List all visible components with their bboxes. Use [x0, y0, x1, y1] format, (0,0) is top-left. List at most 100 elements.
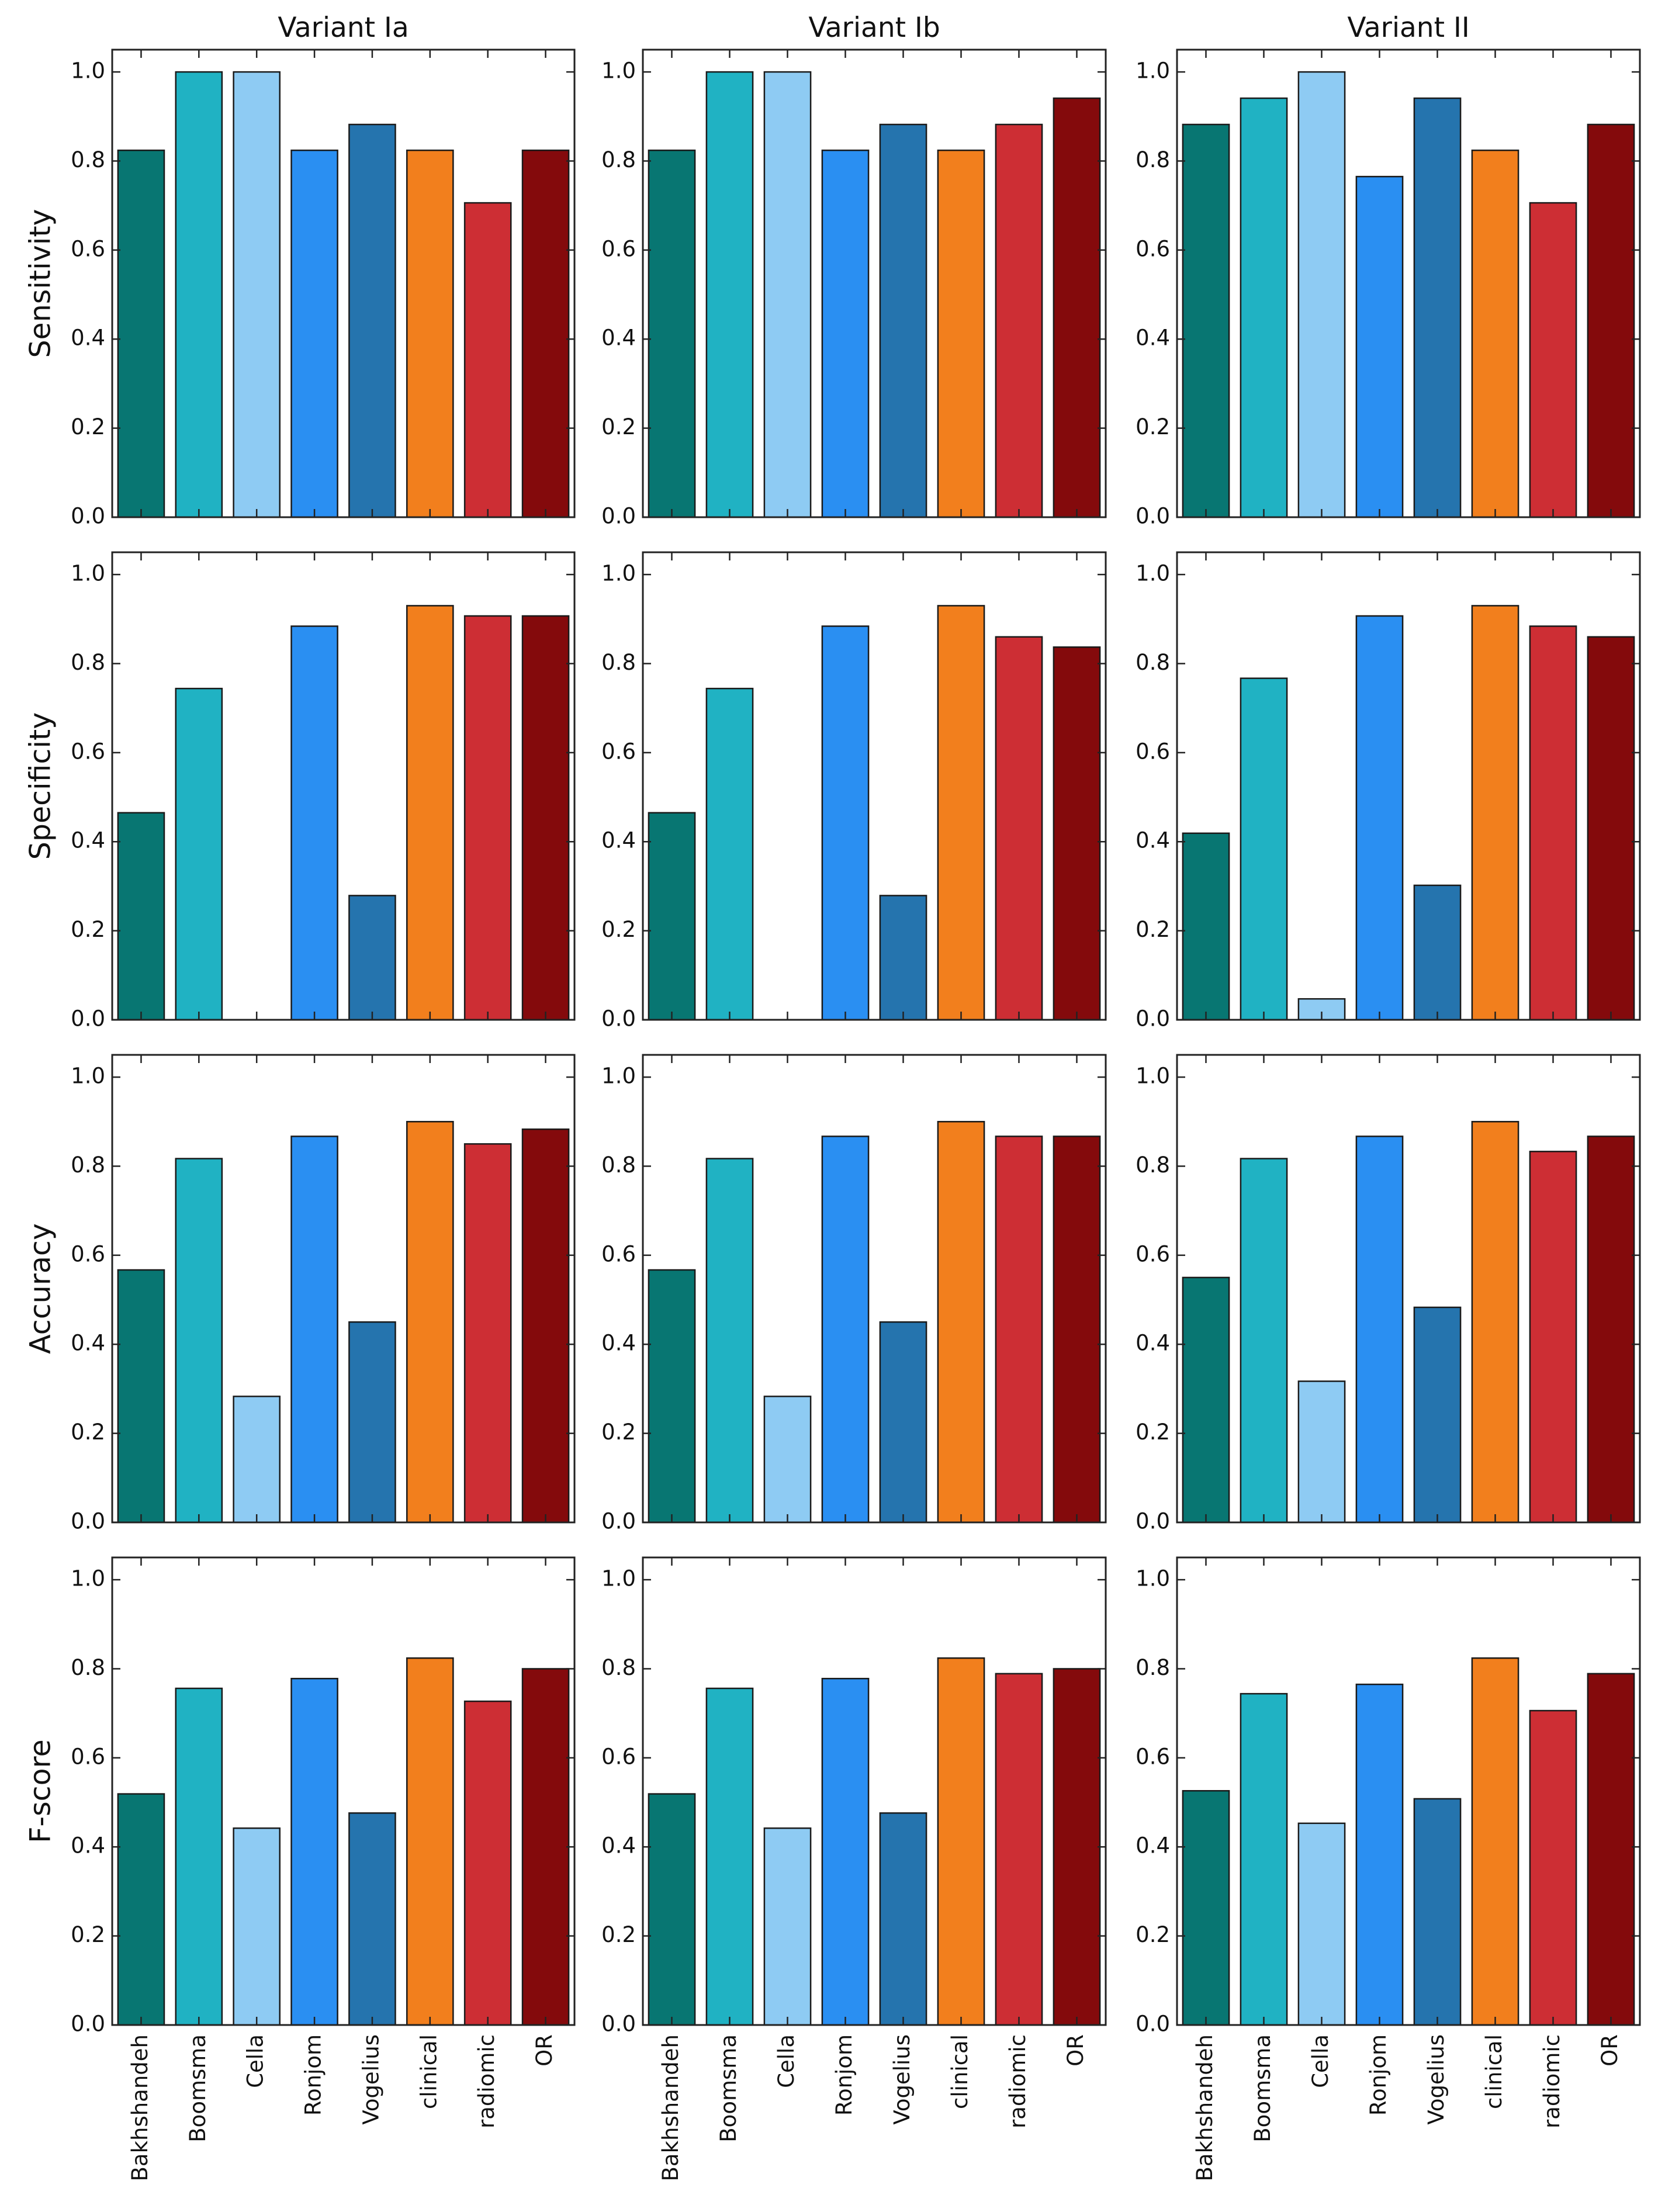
y-tick-label: 0.0 — [601, 1509, 636, 1534]
bar-sensitivity-variant-ii-vogelius — [1413, 97, 1462, 518]
bar-specificity-variant-ii-vogelius — [1413, 884, 1462, 1021]
bar-sensitivity-variant-ii-or — [1587, 123, 1635, 518]
panel-specificity-variant-ia: 0.0 0.2 0.4 0.6 0.8 1.0 — [71, 551, 576, 1031]
y-tick-label: 0.8 — [1136, 1152, 1170, 1178]
bar-f-score-variant-ia-vogelius — [348, 1812, 396, 2026]
x-tick-label-clinical: clinical — [947, 2034, 972, 2109]
bar-accuracy-variant-ib-bakhshandeh — [648, 1269, 696, 1524]
x-tick-label-or: OR — [1063, 2034, 1088, 2066]
axes-frame — [642, 1556, 1107, 2026]
axes-frame — [642, 1054, 1107, 1524]
y-tick-label: 0.8 — [601, 147, 636, 172]
axes-frame — [111, 1054, 576, 1524]
bar-accuracy-variant-ia-bakhshandeh — [117, 1269, 165, 1524]
y-tick-label: 0.8 — [1136, 147, 1170, 172]
x-tick-label-clinical: clinical — [416, 2034, 441, 2109]
x-tick-label-ronjom: Ronjom — [832, 2034, 857, 2116]
panel-sensitivity-variant-ia: Variant Ia 0.0 0.2 0.4 0.6 0.8 1.0 — [71, 12, 576, 529]
y-tick-label: 1.0 — [1136, 58, 1170, 84]
y-tick-label: 0.8 — [601, 650, 636, 675]
y-tick-label: 0.2 — [71, 917, 105, 942]
axes-frame — [1176, 1054, 1641, 1524]
bar-accuracy-variant-ib-cella — [763, 1396, 812, 1524]
x-tick-label-radiomic: radiomic — [1539, 2034, 1564, 2128]
y-tick-label: 0.8 — [601, 1655, 636, 1680]
y-tick-label: 0.8 — [1136, 650, 1170, 675]
bar-f-score-variant-ii-clinical — [1471, 1657, 1519, 2026]
bar-specificity-variant-ia-or — [521, 615, 570, 1021]
bar-sensitivity-variant-ia-clinical — [406, 149, 454, 518]
y-tick-label: 0.4 — [601, 1331, 636, 1356]
bar-f-score-variant-ii-boomsma — [1240, 1692, 1288, 2026]
x-tick-label-boomsma: Boomsma — [185, 2034, 210, 2142]
y-tick-label: 0.2 — [601, 414, 636, 439]
row-label-accuracy: Accuracy — [24, 1223, 57, 1354]
y-tick-label: 0.0 — [1136, 1006, 1170, 1031]
bar-sensitivity-variant-ia-boomsma — [175, 71, 223, 518]
bar-sensitivity-variant-ib-radiomic — [995, 123, 1043, 518]
y-tick-label: 1.0 — [71, 1566, 105, 1591]
x-tick-label-or: OR — [532, 2034, 557, 2066]
x-tick-label-vogelius: Vogelius — [889, 2034, 915, 2125]
y-tick-label: 0.6 — [71, 1241, 105, 1266]
y-tick-label: 0.4 — [601, 828, 636, 853]
bar-sensitivity-variant-ia-radiomic — [463, 202, 512, 518]
x-tick-label-vogelius: Vogelius — [358, 2034, 383, 2125]
bar-accuracy-variant-ii-boomsma — [1240, 1158, 1288, 1524]
y-tick-label: 0.2 — [601, 1420, 636, 1445]
bar-sensitivity-variant-ii-boomsma — [1240, 97, 1288, 518]
y-tick-label: 0.6 — [601, 1241, 636, 1266]
y-tick-label: 0.8 — [601, 1152, 636, 1178]
axes-frame — [642, 551, 1107, 1021]
bar-accuracy-variant-ia-ronjom — [290, 1136, 338, 1524]
y-tick-label: 1.0 — [601, 58, 636, 84]
bar-sensitivity-variant-ib-vogelius — [879, 123, 927, 518]
bar-specificity-variant-ii-bakhshandeh — [1182, 832, 1230, 1021]
y-tick-label: 0.4 — [1136, 326, 1170, 351]
bar-specificity-variant-ib-boomsma — [705, 687, 754, 1021]
column-title-variant-ia: Variant Ia — [278, 12, 409, 44]
bar-accuracy-variant-ii-or — [1587, 1136, 1635, 1524]
bar-f-score-variant-ib-ronjom — [821, 1677, 870, 2026]
column-title-variant-ii: Variant II — [1347, 12, 1469, 44]
y-tick-label: 0.2 — [1136, 1922, 1170, 1947]
y-tick-label: 0.6 — [1136, 236, 1170, 261]
y-tick-label: 0.6 — [601, 739, 636, 764]
row-label-sensitivity: Sensitivity — [24, 209, 57, 358]
axes-frame — [1176, 551, 1641, 1021]
axes-frame — [111, 1556, 576, 2026]
y-tick-label: 0.4 — [71, 1331, 105, 1356]
bar-accuracy-variant-ia-or — [521, 1128, 570, 1524]
bar-specificity-variant-ii-radiomic — [1529, 625, 1577, 1021]
bar-specificity-variant-ia-bakhshandeh — [117, 812, 165, 1021]
y-tick-label: 0.6 — [1136, 1744, 1170, 1769]
y-tick-label: 0.0 — [601, 1006, 636, 1031]
bar-f-score-variant-ib-clinical — [937, 1657, 985, 2026]
y-tick-label: 0.6 — [71, 1744, 105, 1769]
panel-f-score-variant-ia: 0.0 0.2 0.4 0.6 0.8 1.0 Bakhshandeh Boomsma Cell… — [71, 1556, 576, 2181]
bar-specificity-variant-ia-boomsma — [175, 687, 223, 1021]
bar-specificity-variant-ib-radiomic — [995, 636, 1043, 1021]
y-tick-label: 0.4 — [71, 828, 105, 853]
bar-f-score-variant-ia-cella — [233, 1827, 281, 2026]
panel-sensitivity-variant-ib: Variant Ib 0.0 0.2 0.4 0.6 0.8 1.0 — [601, 12, 1107, 529]
x-tick-label-ronjom: Ronjom — [1366, 2034, 1391, 2116]
x-tick-label-bakhshandeh: Bakhshandeh — [1192, 2034, 1217, 2181]
bar-f-score-variant-ib-radiomic — [995, 1673, 1043, 2026]
bar-accuracy-variant-ib-radiomic — [995, 1136, 1043, 1524]
panel-accuracy-variant-ii: 0.0 0.2 0.4 0.6 0.8 1.0 — [1136, 1054, 1641, 1534]
bar-specificity-variant-ia-clinical — [406, 605, 454, 1021]
y-tick-label: 1.0 — [1136, 1064, 1170, 1089]
bar-sensitivity-variant-ia-or — [521, 149, 570, 518]
bar-sensitivity-variant-ia-cella — [233, 71, 281, 518]
bar-f-score-variant-ia-bakhshandeh — [117, 1793, 165, 2026]
bar-accuracy-variant-ii-bakhshandeh — [1182, 1276, 1230, 1524]
x-tick-label-cella: Cella — [243, 2034, 268, 2088]
bar-accuracy-variant-ib-vogelius — [879, 1321, 927, 1524]
y-tick-label: 0.0 — [601, 504, 636, 529]
y-tick-label: 1.0 — [71, 1064, 105, 1089]
bar-sensitivity-variant-ib-boomsma — [705, 71, 754, 518]
y-tick-label: 0.2 — [601, 917, 636, 942]
axes-frame — [111, 49, 576, 518]
bar-f-score-variant-ib-bakhshandeh — [648, 1793, 696, 2026]
